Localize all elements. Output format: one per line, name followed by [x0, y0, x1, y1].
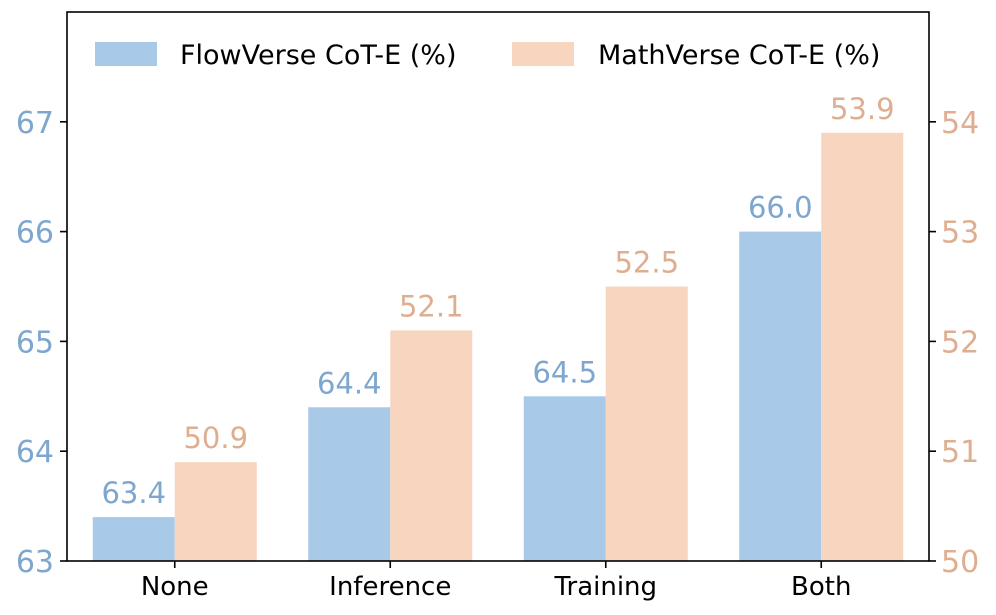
right-tick-label: 52 [941, 325, 979, 360]
data-label-mathverse-training: 52.5 [614, 246, 679, 280]
bar-mathverse-inference [390, 330, 473, 561]
legend-label-flowverse: FlowVerse CoT-E (%) [180, 40, 456, 71]
data-label-flowverse-both: 66.0 [748, 191, 813, 225]
legend-swatch-mathverse [512, 42, 574, 66]
right-tick-label: 50 [941, 545, 979, 580]
bar-mathverse-training [605, 286, 688, 561]
data-label-flowverse-training: 64.5 [532, 355, 597, 389]
right-tick-label: 53 [941, 216, 979, 251]
left-tick-label: 63 [16, 545, 54, 580]
plot-frame [66, 11, 930, 562]
x-axis-ticks: None Inference Training Both [141, 561, 851, 602]
x-tick-label: Both [791, 572, 851, 602]
data-label-flowverse-inference: 64.4 [317, 366, 382, 400]
right-axis-ticks: 50 51 52 53 54 [929, 106, 979, 580]
left-tick-label: 65 [16, 325, 54, 360]
right-tick-label: 54 [941, 106, 979, 141]
left-tick-label: 67 [16, 106, 54, 141]
legend: FlowVerse CoT-E (%) MathVerse CoT-E (%) [95, 40, 880, 71]
data-labels-layer: 63.4 50.9 64.4 52.1 64.5 52.5 66.0 53.9 [101, 92, 894, 510]
data-label-mathverse-none: 50.9 [183, 421, 248, 455]
bar-flowverse-none [92, 517, 175, 561]
legend-swatch-flowverse [95, 42, 157, 66]
data-label-flowverse-none: 63.4 [101, 476, 166, 510]
bars-layer [92, 132, 904, 561]
bar-flowverse-inference [308, 407, 391, 561]
bar-mathverse-both [821, 132, 904, 561]
x-tick-label: Inference [329, 572, 451, 602]
right-tick-label: 51 [941, 435, 979, 470]
left-tick-label: 66 [16, 216, 54, 251]
data-label-mathverse-inference: 52.1 [399, 289, 464, 323]
data-label-mathverse-both: 53.9 [830, 92, 895, 126]
x-tick-label: None [141, 572, 209, 602]
bar-flowverse-both [739, 231, 822, 561]
bar-mathverse-none [174, 462, 257, 561]
left-axis-ticks: 63 64 65 66 67 [16, 106, 67, 580]
legend-label-mathverse: MathVerse CoT-E (%) [598, 40, 880, 71]
x-tick-label: Training [553, 572, 657, 602]
bar-flowverse-training [523, 396, 606, 561]
left-tick-label: 64 [16, 435, 54, 470]
